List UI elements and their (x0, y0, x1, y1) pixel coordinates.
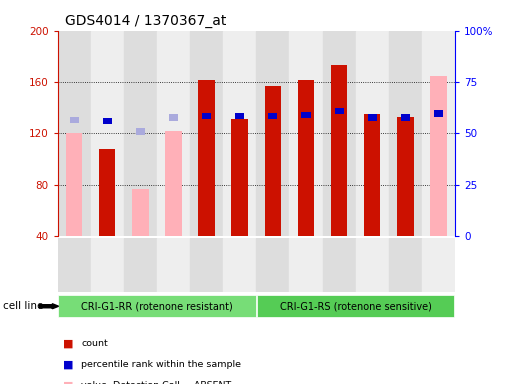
Bar (401, 114, 410, 121)
Bar (289, 238, 323, 292)
Bar (422, 31, 455, 236)
Bar (430, 76, 447, 236)
Bar (202, 113, 211, 119)
Text: ■: ■ (63, 339, 73, 349)
Bar (223, 238, 256, 292)
Bar (157, 238, 190, 292)
Text: percentile rank within the sample: percentile rank within the sample (81, 360, 241, 369)
Text: cell line: cell line (3, 301, 43, 311)
Text: count: count (81, 339, 108, 348)
Bar (323, 31, 356, 236)
Text: value, Detection Call = ABSENT: value, Detection Call = ABSENT (81, 381, 231, 384)
Bar (157, 31, 190, 236)
Bar (124, 31, 157, 236)
Bar (136, 128, 145, 135)
Bar (356, 238, 389, 292)
Bar (298, 79, 314, 236)
Bar (90, 238, 124, 292)
Bar (124, 238, 157, 292)
Bar (165, 131, 182, 236)
Bar (58, 31, 90, 236)
Bar (58, 238, 90, 292)
Bar (256, 238, 289, 292)
Bar (257, 295, 454, 318)
Text: CRI-G1-RS (rotenone sensitive): CRI-G1-RS (rotenone sensitive) (280, 301, 431, 311)
Bar (389, 238, 422, 292)
Bar (356, 31, 389, 236)
Bar (70, 117, 78, 123)
Bar (190, 31, 223, 236)
Bar (434, 110, 443, 117)
Text: GDS4014 / 1370367_at: GDS4014 / 1370367_at (65, 14, 227, 28)
Bar (58, 295, 256, 318)
Bar (90, 31, 124, 236)
Bar (301, 112, 311, 118)
Bar (389, 31, 422, 236)
Bar (268, 113, 277, 119)
Bar (190, 238, 223, 292)
Text: ■: ■ (63, 381, 73, 384)
Bar (223, 31, 256, 236)
Bar (323, 238, 356, 292)
Bar (368, 114, 377, 121)
Bar (132, 189, 149, 236)
Bar (434, 110, 443, 117)
Bar (235, 113, 244, 119)
Bar (331, 65, 347, 236)
Bar (397, 117, 414, 236)
Bar (422, 238, 455, 292)
Bar (198, 79, 215, 236)
Text: ■: ■ (63, 360, 73, 370)
Bar (289, 31, 323, 236)
Bar (364, 114, 381, 236)
Bar (99, 149, 116, 236)
Bar (231, 119, 248, 236)
Text: CRI-G1-RR (rotenone resistant): CRI-G1-RR (rotenone resistant) (81, 301, 233, 311)
Bar (169, 114, 178, 121)
Bar (335, 108, 344, 114)
Bar (66, 133, 83, 236)
Bar (103, 118, 112, 124)
Bar (265, 86, 281, 236)
Bar (256, 31, 289, 236)
